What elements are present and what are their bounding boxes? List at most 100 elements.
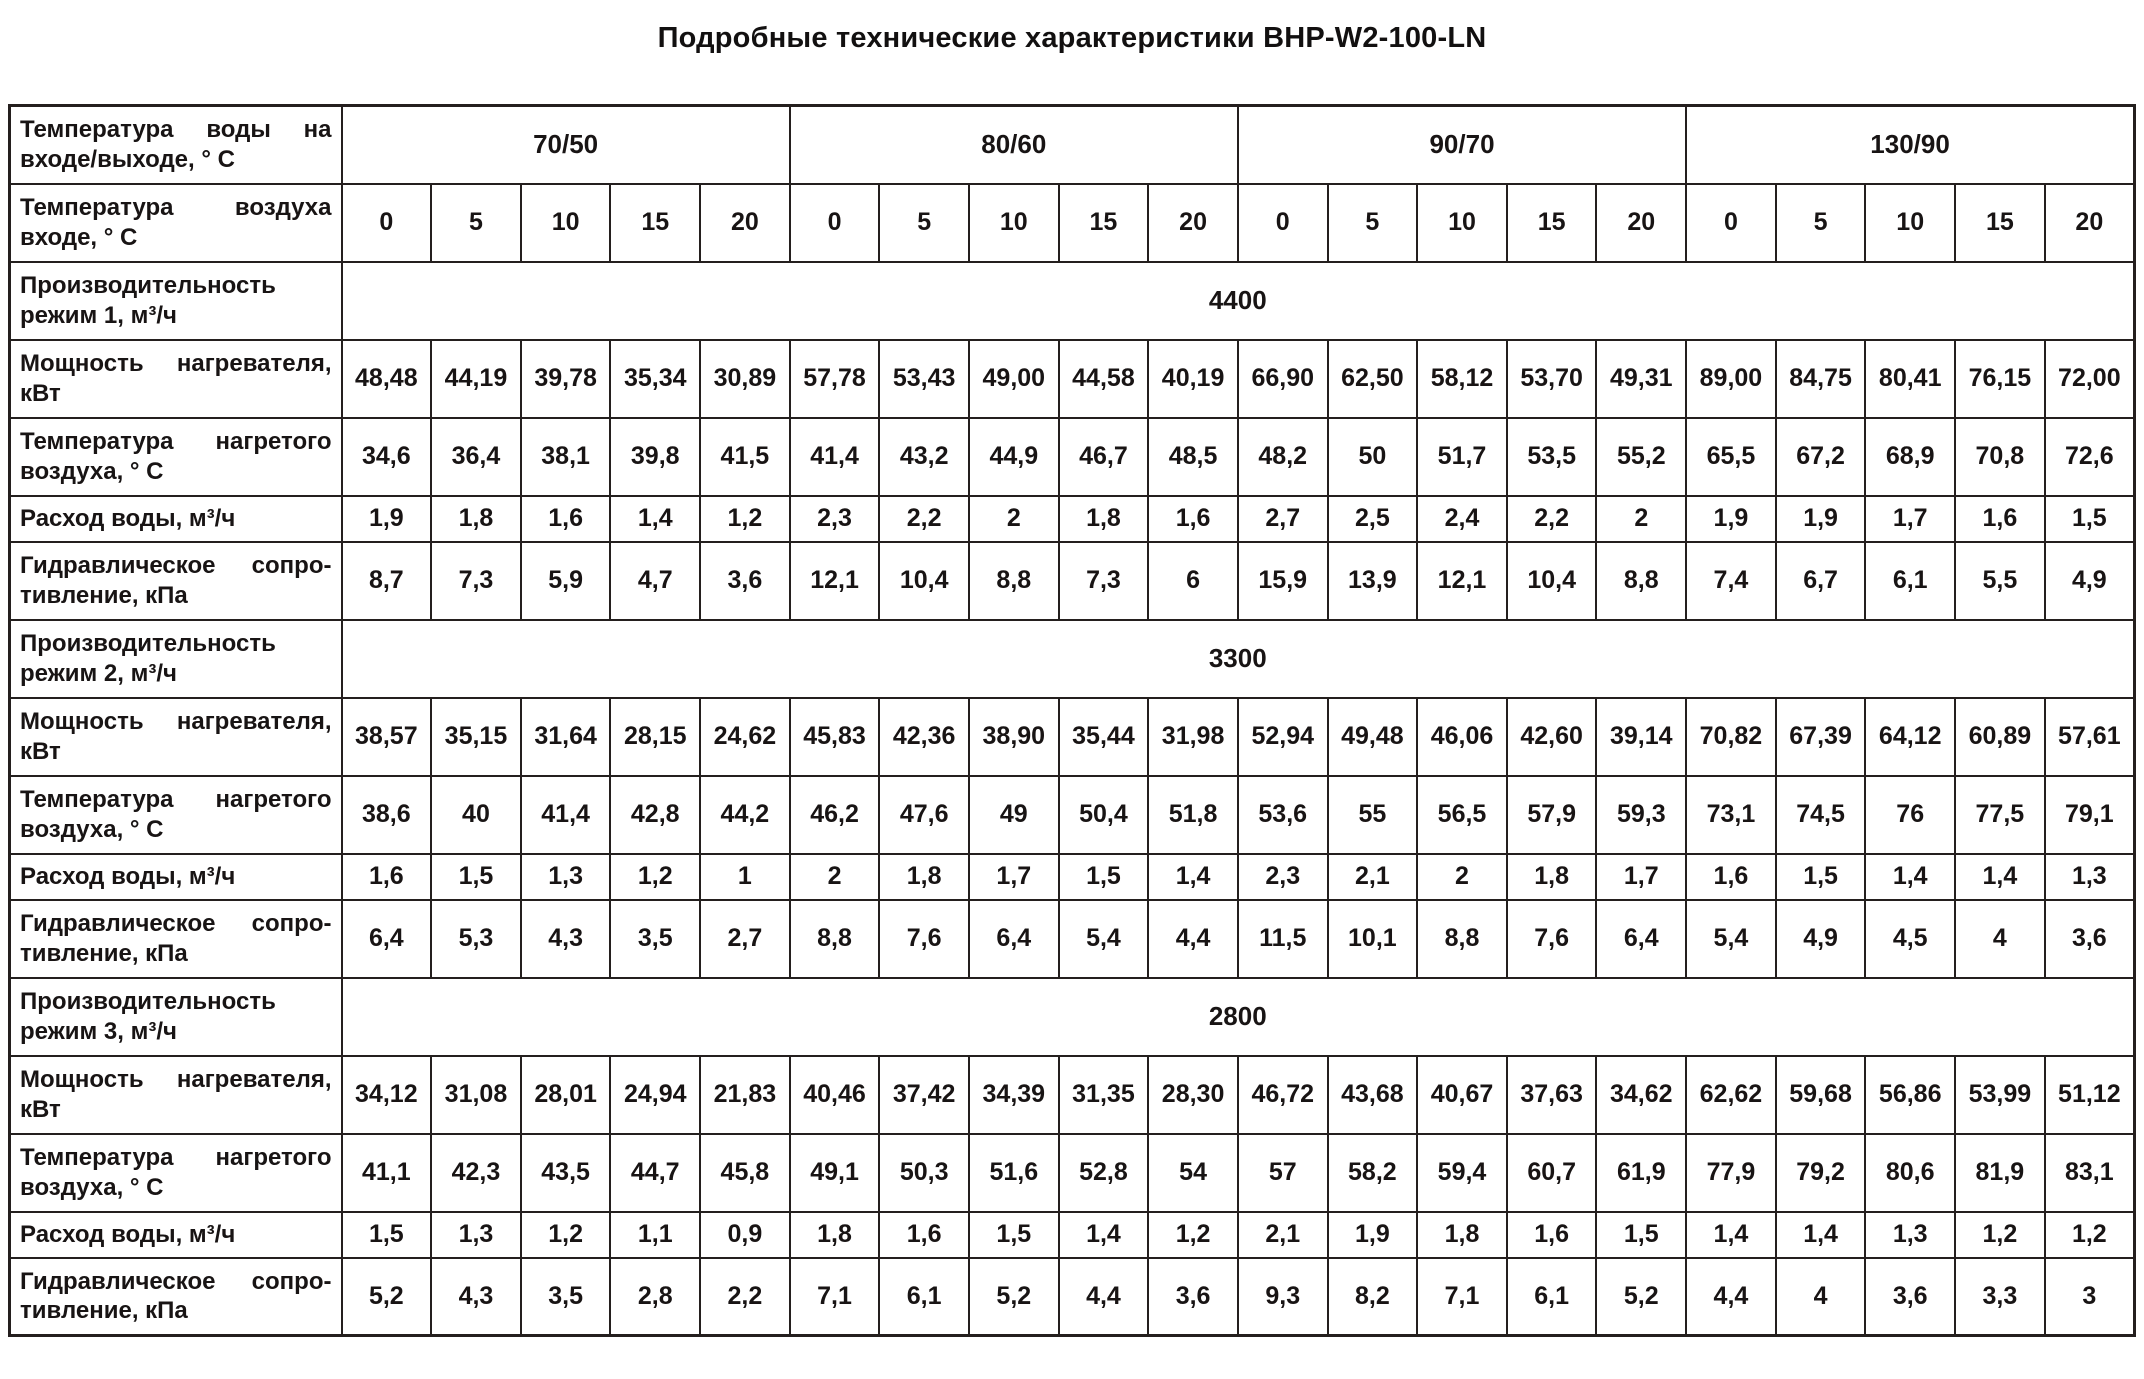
value-cell: 1,8 xyxy=(788,1210,881,1259)
row-label-cell: Мощность нагревателя, кВт xyxy=(8,1054,343,1135)
value-cell: 2,3 xyxy=(1236,852,1329,901)
value-cell: 76 xyxy=(1864,774,1957,855)
value-cell: 1,2 xyxy=(519,1210,612,1259)
water-temp-group-cell: 80/60 xyxy=(788,104,1239,185)
value-cell: 15,9 xyxy=(1236,540,1329,621)
value-cell: 5,9 xyxy=(519,540,612,621)
value-cell: 60,7 xyxy=(1505,1132,1598,1213)
value-cell: 3,3 xyxy=(1954,1256,2046,1337)
value-cell: 2 xyxy=(1595,494,1688,543)
value-cell: 1,5 xyxy=(340,1210,433,1259)
value-cell: 38,57 xyxy=(340,696,433,777)
value-cell: 39,8 xyxy=(609,416,702,497)
value-cell: 51,12 xyxy=(2043,1054,2136,1135)
data-row: Мощность нагревателя, кВт 38,57 35,15 31,64… xyxy=(8,696,2136,777)
value-cell: 38,1 xyxy=(519,416,612,497)
air-temp-value-cell: 0 xyxy=(1685,182,1777,263)
value-cell: 1 xyxy=(699,852,791,901)
row-label-cell: Мощность нагревателя, кВт xyxy=(8,696,343,777)
air-temp-value-cell: 0 xyxy=(340,182,433,263)
value-cell: 49,1 xyxy=(788,1132,881,1213)
value-cell: 72,6 xyxy=(2043,416,2136,497)
data-row: Температура нагретого воздуха, ° С 34,6 36… xyxy=(8,416,2136,497)
value-cell: 45,83 xyxy=(788,696,881,777)
value-cell: 57,9 xyxy=(1505,774,1598,855)
value-cell: 3,6 xyxy=(1147,1256,1239,1337)
value-cell: 2,2 xyxy=(699,1256,791,1337)
value-cell: 57 xyxy=(1236,1132,1329,1213)
value-cell: 2 xyxy=(788,852,881,901)
value-cell: 6 xyxy=(1147,540,1239,621)
value-cell: 1,8 xyxy=(1416,1210,1508,1259)
value-cell: 64,12 xyxy=(1864,696,1957,777)
value-cell: 2,4 xyxy=(1416,494,1508,543)
row-label-cell: Производительность режим 1, м³/ч xyxy=(8,260,343,341)
value-cell: 31,08 xyxy=(430,1054,522,1135)
value-cell: 1,3 xyxy=(2043,852,2136,901)
value-cell: 3 xyxy=(2043,1256,2136,1337)
value-cell: 0,9 xyxy=(699,1210,791,1259)
value-cell: 52,94 xyxy=(1236,696,1329,777)
value-cell: 50 xyxy=(1326,416,1419,497)
value-cell: 70,82 xyxy=(1685,696,1777,777)
data-row: Гидравлическое сопро-тивление, кПа 6,4 5,3… xyxy=(8,898,2136,979)
value-cell: 8,8 xyxy=(1595,540,1688,621)
value-cell: 1,6 xyxy=(1147,494,1239,543)
row-label-cell: Температура нагретого воздуха, ° С xyxy=(8,1132,343,1213)
value-cell: 4,7 xyxy=(609,540,702,621)
value-cell: 77,9 xyxy=(1685,1132,1777,1213)
value-cell: 1,4 xyxy=(1864,852,1957,901)
value-cell: 1,6 xyxy=(1685,852,1777,901)
value-cell: 2,2 xyxy=(1505,494,1598,543)
capacity-row: Производительность режим 2, м³/ч 3300 xyxy=(8,618,2136,699)
value-cell: 8,8 xyxy=(788,898,881,979)
value-cell: 40 xyxy=(430,774,522,855)
air-temp-value-cell: 15 xyxy=(609,182,702,263)
value-cell: 4,3 xyxy=(519,898,612,979)
value-cell: 42,8 xyxy=(609,774,702,855)
value-cell: 50,4 xyxy=(1057,774,1150,855)
value-cell: 35,34 xyxy=(609,338,702,419)
value-cell: 42,3 xyxy=(430,1132,522,1213)
value-cell: 1,1 xyxy=(609,1210,702,1259)
value-cell: 4,4 xyxy=(1147,898,1239,979)
value-cell: 53,99 xyxy=(1954,1054,2046,1135)
value-cell: 7,3 xyxy=(1057,540,1150,621)
row-label-cell: Расход воды, м³/ч xyxy=(8,852,343,901)
value-cell: 1,8 xyxy=(1505,852,1598,901)
value-cell: 67,2 xyxy=(1774,416,1867,497)
value-cell: 2,1 xyxy=(1326,852,1419,901)
value-cell: 70,8 xyxy=(1954,416,2046,497)
row-label-cell: Расход воды, м³/ч xyxy=(8,1210,343,1259)
air-temp-value-cell: 20 xyxy=(699,182,791,263)
air-temp-value-cell: 15 xyxy=(1057,182,1150,263)
water-temp-group-cell: 70/50 xyxy=(340,104,791,185)
value-cell: 34,6 xyxy=(340,416,433,497)
air-temp-value-cell: 15 xyxy=(1954,182,2046,263)
value-cell: 66,90 xyxy=(1236,338,1329,419)
value-cell: 89,00 xyxy=(1685,338,1777,419)
value-cell: 53,5 xyxy=(1505,416,1598,497)
air-temp-value-cell: 20 xyxy=(2043,182,2136,263)
value-cell: 11,5 xyxy=(1236,898,1329,979)
spec-table: Температура воды на входе/выходе, ° С 70/… xyxy=(8,104,2136,1337)
value-cell: 44,2 xyxy=(699,774,791,855)
value-cell: 59,3 xyxy=(1595,774,1688,855)
value-cell: 1,5 xyxy=(1774,852,1867,901)
value-cell: 46,2 xyxy=(788,774,881,855)
value-cell: 59,4 xyxy=(1416,1132,1508,1213)
value-cell: 3,6 xyxy=(699,540,791,621)
value-cell: 44,19 xyxy=(430,338,522,419)
value-cell: 1,7 xyxy=(1864,494,1957,543)
page-title: Подробные технические характеристики BHP… xyxy=(657,22,1487,54)
value-cell: 76,15 xyxy=(1954,338,2046,419)
row-label-cell: Температура воды на входе/выходе, ° С xyxy=(8,104,343,185)
value-cell: 52,8 xyxy=(1057,1132,1150,1213)
value-cell: 5,5 xyxy=(1954,540,2046,621)
value-cell: 54 xyxy=(1147,1132,1239,1213)
row-label-cell: Температура воздуха входе, ° С xyxy=(8,182,343,263)
value-cell: 79,1 xyxy=(2043,774,2136,855)
value-cell: 5,3 xyxy=(430,898,522,979)
value-cell: 28,01 xyxy=(519,1054,612,1135)
value-cell: 31,64 xyxy=(519,696,612,777)
